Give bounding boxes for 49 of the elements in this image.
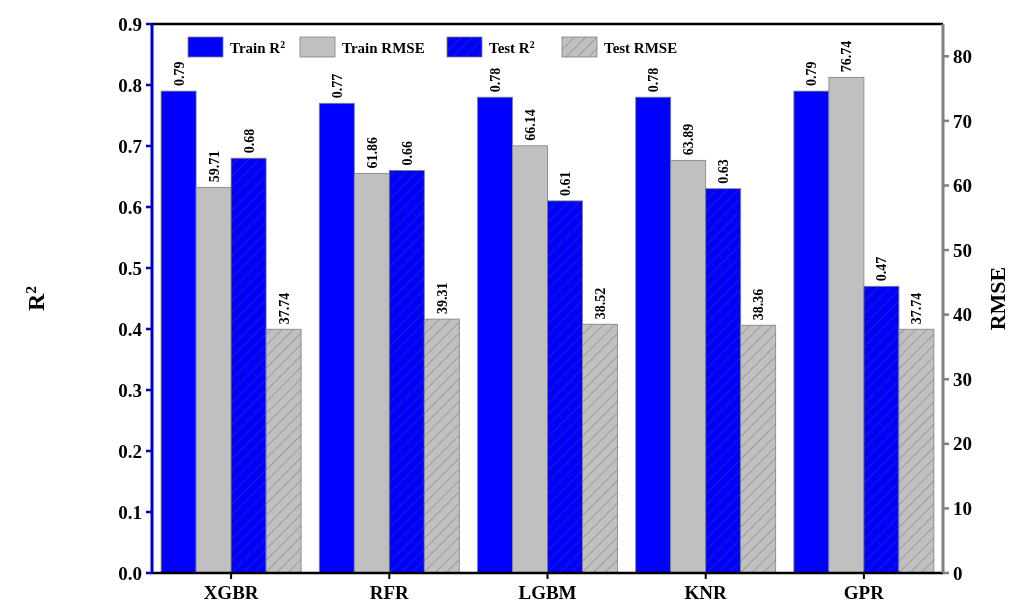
data-label: 37.74: [276, 292, 292, 325]
y-tick-label: 0.6: [118, 196, 142, 218]
data-label: 59.71: [206, 150, 222, 183]
y2-tick-label: 80: [953, 45, 972, 67]
x-tick-label: LGBM: [518, 582, 577, 603]
x-tick-label: KNR: [684, 582, 728, 603]
data-label: 0.63: [716, 159, 732, 184]
data-label: 38.52: [593, 287, 608, 320]
legend-label: Train RMSE: [342, 40, 425, 56]
y2-tick-label: 40: [953, 304, 972, 326]
data-label: 0.47: [874, 256, 890, 282]
y-tick-label: 0.0: [118, 562, 142, 584]
y2-tick-label: 10: [953, 498, 972, 520]
legend-label: Test R$^{2}$: [489, 38, 535, 56]
y-tick-label: 0.1: [118, 501, 142, 523]
data-label: 0.77: [329, 73, 345, 99]
data-label: 66.14: [523, 109, 538, 141]
data-label: 38.36: [751, 288, 767, 321]
y-tick-label: 0.2: [118, 440, 142, 462]
x-tick-label: GPR: [843, 582, 885, 603]
y2-tick-label: 20: [953, 433, 972, 455]
data-label: 0.79: [804, 61, 820, 87]
y2-tick-label: 30: [953, 368, 972, 390]
x-tick-label: XGBR: [203, 582, 259, 603]
y-tick-label: 0.8: [118, 74, 142, 96]
y2-tick-label: 0: [953, 562, 963, 584]
y2-tick-label: 70: [953, 110, 972, 132]
y-tick-label: 0.5: [118, 257, 142, 279]
y-tick-label: 0.3: [118, 379, 142, 401]
legend-label: Train R$^{2}$: [230, 38, 286, 56]
data-label: 76.74: [839, 40, 855, 73]
y-tick-label: 0.9: [118, 13, 142, 35]
data-label: 37.74: [909, 292, 925, 325]
legend-label: Test RMSE: [604, 40, 678, 56]
data-label: 0.79: [171, 61, 187, 87]
data-label: 39.31: [434, 282, 450, 315]
data-label: 0.66: [399, 140, 415, 166]
x-tick-label: RFR: [369, 582, 410, 603]
y-tick-label: 0.4: [118, 318, 143, 340]
y2-axis-title: RMSE: [985, 266, 1010, 331]
data-label: 0.78: [646, 67, 662, 93]
y2-tick-label: 60: [953, 175, 972, 197]
data-label: 0.68: [241, 128, 257, 154]
y-tick-label: 0.7: [118, 135, 143, 157]
data-label: 0.61: [558, 171, 573, 196]
y2-tick-label: 50: [953, 239, 972, 261]
data-label: 0.78: [488, 67, 503, 93]
data-label: 63.89: [681, 123, 697, 156]
data-label: 61.86: [364, 136, 380, 169]
